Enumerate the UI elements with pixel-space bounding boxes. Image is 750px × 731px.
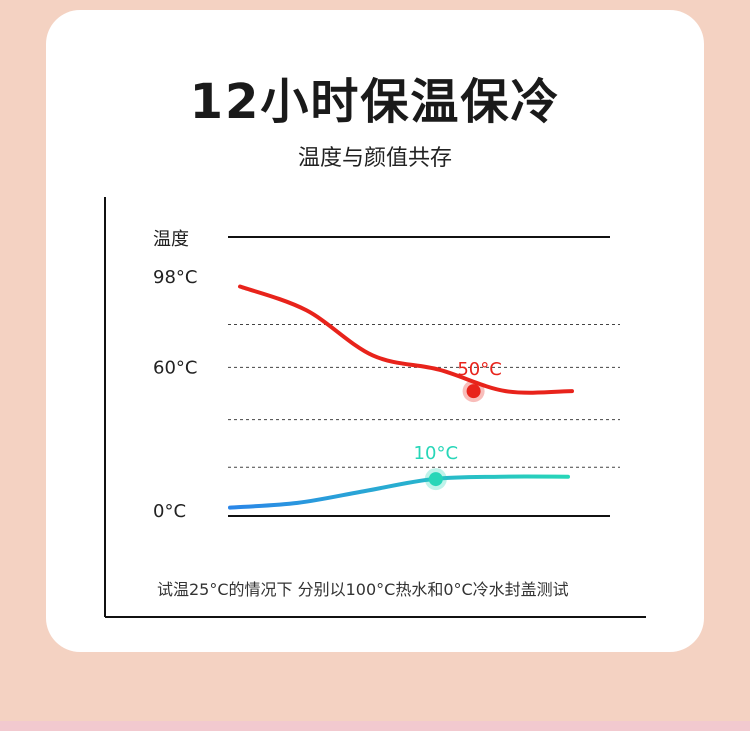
hot-series-line [238, 284, 574, 395]
chart-lines [228, 284, 574, 510]
chart-markers: 50°C 10°C [414, 359, 502, 491]
page-subtitle: 温度与颜值共存 [297, 146, 452, 171]
y-tick-label-0: 98°C [153, 267, 197, 288]
content-card [46, 10, 704, 652]
chart-labels: 温度 98°C 60°C 0°C 试温25°C的情况下 分别以100°C热水和0°C冷水… [153, 229, 569, 599]
page-title: 12小时保温保冷 [189, 74, 561, 130]
chart-grid [228, 236, 620, 517]
cold-marker [428, 472, 443, 487]
bottom-strip [0, 721, 750, 731]
y-axis-label: 温度 [153, 229, 189, 250]
hot-marker [466, 384, 481, 399]
hot-marker-label: 50°C [457, 359, 501, 380]
chart-note: 试温25°C的情况下 分别以100°C热水和0°C冷水封盖测试 [157, 580, 569, 599]
y-tick-label-2: 0°C [153, 501, 186, 522]
chart-axes [104, 197, 646, 618]
cold-series-line [228, 474, 570, 510]
y-tick-label-1: 60°C [153, 357, 197, 378]
cold-marker-label: 10°C [414, 443, 458, 464]
